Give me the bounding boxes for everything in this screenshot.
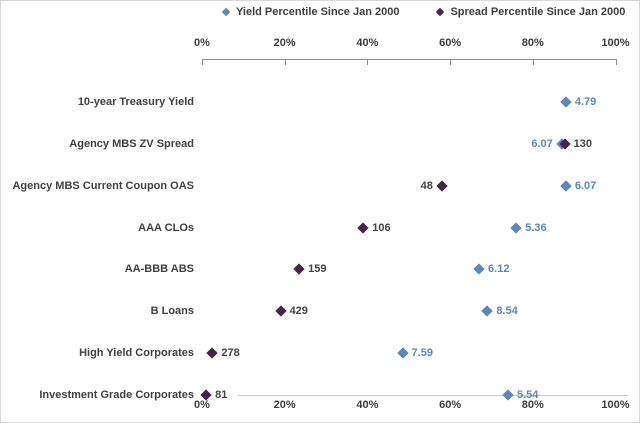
top-axis-tick-label: 60%	[439, 37, 462, 49]
bottom-axis-tick-label: 80%	[521, 399, 544, 411]
top-axis-tick	[615, 59, 617, 65]
category-label: 10-year Treasury Yield	[77, 96, 194, 108]
yield-value-label: 5.54	[516, 389, 539, 401]
top-axis-tick-label: 40%	[356, 37, 379, 49]
top-axis-tick-label: 80%	[521, 37, 544, 49]
category-label: Agency MBS ZV Spread	[69, 137, 194, 150]
yield-value-label: 6.07	[574, 179, 597, 192]
top-axis-tick	[367, 59, 369, 65]
spread-marker-diamond-icon	[293, 263, 305, 276]
top-axis-tick-label: 100%	[601, 37, 630, 49]
yield-value-label: 5.36	[525, 221, 547, 234]
legend-item-yield-percentile: Yield Percentile Since Jan 2000	[221, 6, 400, 18]
yield-value-label: 6.12	[488, 263, 510, 276]
spread-value-label: 278	[221, 347, 240, 360]
spread-value-label: 159	[308, 263, 327, 276]
yield-marker-diamond-icon	[560, 96, 572, 108]
legend-item-spread-percentile: Spread Percentile Since Jan 2000	[436, 6, 626, 18]
spread-value-label: 106	[372, 221, 391, 234]
top-axis-line	[202, 59, 616, 60]
spread-value-label: 429	[289, 305, 308, 318]
category-label: Investment Grade Corporates	[39, 389, 194, 401]
yield-value-label: 4.79	[574, 96, 597, 108]
top-axis-tick-label: 0%	[194, 37, 210, 49]
spread-marker-diamond-icon	[206, 347, 218, 359]
yield-marker-diamond-icon	[473, 263, 485, 276]
legend: Yield Percentile Since Jan 2000 Spread Pe…	[221, 6, 626, 18]
bottom-axis-tick-label: 100%	[601, 399, 630, 411]
bottom-axis-tick-label: 60%	[439, 399, 462, 411]
category-label: High Yield Corporates	[79, 347, 194, 360]
yield-value-label: 7.59	[411, 347, 433, 360]
category-label: AA-BBB ABS	[124, 263, 194, 276]
yield-value-label: 8.54	[496, 305, 518, 318]
spread-value-label: 130	[573, 137, 592, 150]
yield-marker-diamond-icon	[502, 389, 514, 401]
spread-value-label: 81	[215, 389, 228, 401]
category-label: AAA CLOs	[138, 221, 194, 234]
yield-marker-diamond-icon	[396, 347, 409, 359]
bottom-axis-tick-label: 0%	[194, 399, 210, 411]
legend-label: Yield Percentile Since Jan 2000	[236, 6, 400, 18]
bottom-axis-tick-label: 40%	[356, 399, 379, 411]
bottom-axis-tick-label: 20%	[273, 399, 296, 411]
yield-marker-diamond-icon	[481, 305, 493, 317]
yield-marker-diamond-icon	[510, 221, 522, 234]
top-axis-tick	[202, 59, 203, 65]
spread-marker-diamond-icon	[436, 180, 448, 192]
spread-marker-diamond-icon	[357, 221, 369, 234]
row-baseline	[238, 395, 628, 396]
yield-value-label: 6.07	[531, 137, 553, 150]
category-label: B Loans	[150, 305, 194, 318]
yield-marker-diamond-icon	[560, 180, 572, 192]
spread-value-label: 48	[420, 179, 433, 192]
top-axis-tick	[450, 59, 452, 65]
top-axis-tick	[284, 59, 286, 65]
spread-marker-diamond-icon	[274, 305, 287, 317]
top-axis-tick-label: 20%	[273, 37, 296, 49]
category-label: Agency MBS Current Coupon OAS	[12, 179, 194, 192]
top-axis-tick	[532, 59, 534, 65]
legend-label: Spread Percentile Since Jan 2000	[450, 6, 626, 18]
